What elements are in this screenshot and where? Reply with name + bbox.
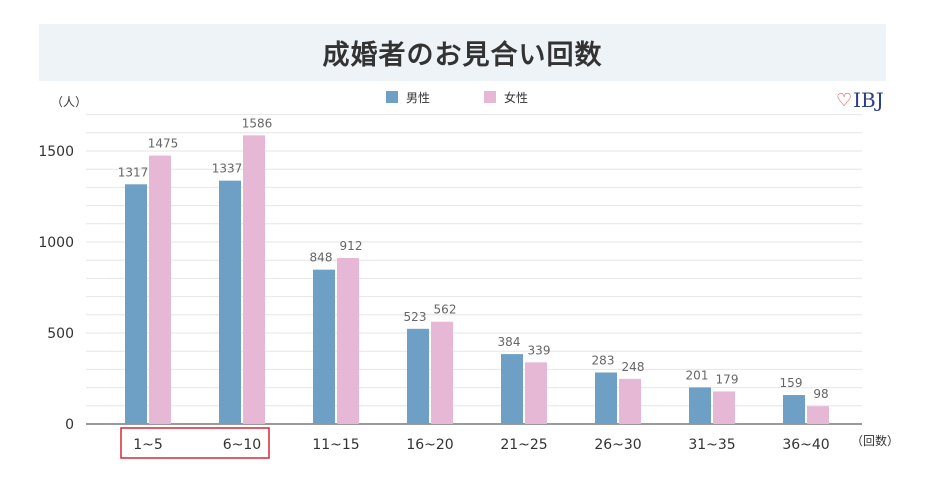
x-tick-label: 16~20	[406, 437, 453, 453]
y-tick-label: 1500	[38, 144, 74, 160]
bar	[407, 328, 429, 424]
bar	[149, 155, 171, 425]
bar	[595, 372, 617, 424]
x-tick-label: 11~15	[312, 437, 359, 453]
legend-label: 女性	[504, 90, 528, 105]
heart-icon: ♡	[836, 89, 853, 111]
bar	[219, 180, 241, 424]
data-label: 248	[622, 360, 645, 374]
chart-title: 成婚者のお見合い回数	[322, 40, 603, 71]
bar	[525, 362, 547, 424]
data-label: 283	[592, 353, 615, 367]
bar	[125, 184, 147, 424]
chart-title-bar: 成婚者のお見合い回数	[39, 24, 886, 81]
data-label: 1337	[212, 162, 243, 176]
data-label: 562	[434, 303, 457, 317]
x-tick-label: 31~35	[688, 437, 735, 453]
bar	[501, 354, 523, 424]
bars	[125, 135, 829, 425]
data-label: 1317	[118, 165, 149, 179]
gridlines	[86, 114, 862, 425]
data-label: 1586	[242, 116, 273, 130]
bar	[431, 321, 453, 424]
data-label: 1475	[148, 137, 179, 151]
data-label: 912	[340, 239, 363, 253]
legend-swatch	[484, 91, 496, 103]
labels: 0 500 1000 1500 男性 女性 1317 1475 1~5 1337 1586 6~10 8…	[38, 90, 830, 459]
bar	[337, 258, 359, 424]
highlight-box	[120, 427, 270, 459]
data-label: 523	[404, 310, 427, 324]
bar	[783, 395, 805, 424]
x-axis-unit: （回数）	[851, 433, 899, 448]
data-label: 159	[780, 376, 803, 390]
x-tick-label: 6~10	[223, 437, 261, 453]
bar	[243, 135, 265, 424]
bar	[807, 406, 829, 424]
y-axis-label: （人）	[51, 95, 87, 109]
y-tick-label: 500	[47, 326, 74, 342]
bar	[619, 378, 641, 424]
legend-swatch	[386, 91, 398, 103]
legend-label: 男性	[406, 91, 430, 105]
x-tick-label: 21~25	[500, 437, 547, 453]
y-tick-label: 0	[65, 417, 74, 433]
bar	[689, 387, 711, 424]
data-label: 384	[498, 335, 521, 349]
data-label: 201	[686, 368, 709, 382]
bar	[313, 269, 335, 424]
ibj-logo: ♡ IBJ	[836, 88, 884, 112]
x-tick-label: 36~40	[782, 437, 829, 453]
data-label: 848	[310, 251, 333, 265]
x-tick-label: 1~5	[133, 437, 163, 453]
y-tick-label: 1000	[38, 235, 74, 251]
data-label: 98	[813, 387, 828, 401]
bar	[713, 391, 735, 424]
logo-text: IBJ	[853, 88, 884, 112]
data-label: 179	[716, 372, 739, 386]
x-tick-label: 26~30	[594, 437, 641, 453]
data-label: 339	[528, 343, 551, 357]
